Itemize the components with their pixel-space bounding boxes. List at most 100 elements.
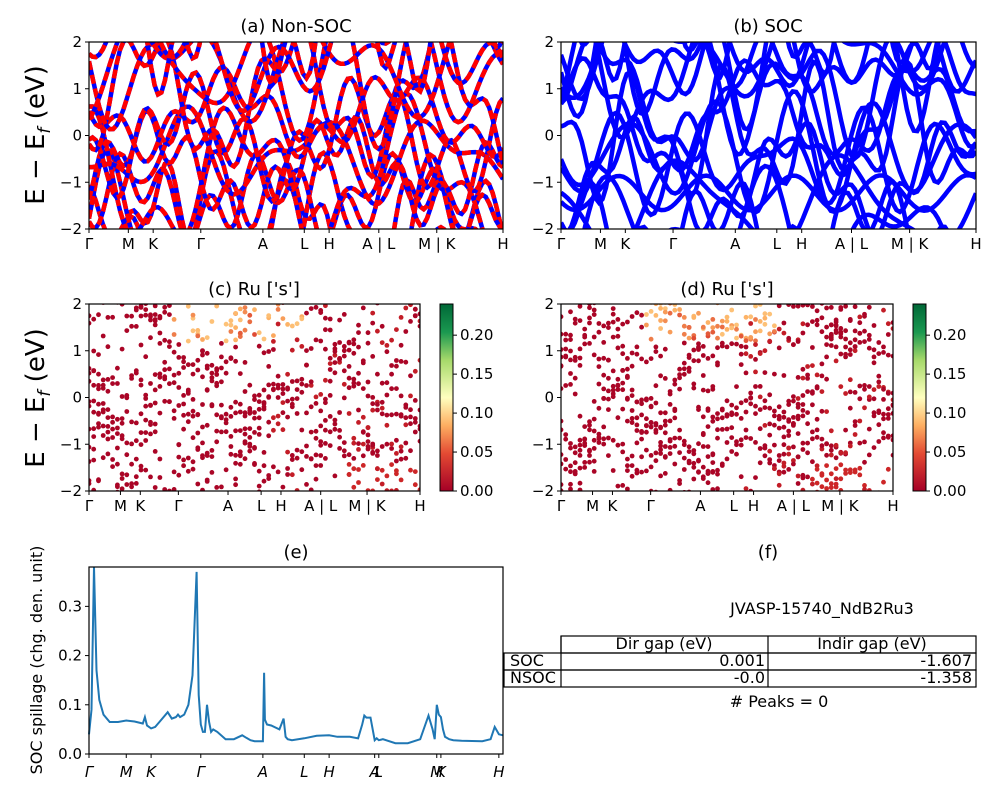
band-point <box>866 337 872 342</box>
band-point <box>219 256 224 261</box>
band-point <box>356 370 361 376</box>
band-point <box>577 442 583 448</box>
x-tick-label: H <box>323 235 334 253</box>
x-tick-label: A <box>369 763 380 781</box>
band-point <box>380 284 385 289</box>
band-point <box>677 537 682 542</box>
band-point <box>658 318 663 323</box>
band-point <box>261 450 267 455</box>
band-point <box>133 481 139 486</box>
band-point <box>592 296 597 301</box>
band-point <box>653 349 659 354</box>
x-tick-label: M <box>120 763 133 781</box>
band-point <box>275 413 281 419</box>
band-point <box>871 445 877 450</box>
band-point <box>805 492 810 497</box>
band-point <box>606 549 611 554</box>
band-point <box>715 534 720 539</box>
y-tick-label: −2 <box>532 482 554 500</box>
band-point <box>190 328 196 334</box>
band-point <box>762 443 768 449</box>
band-point <box>620 380 626 386</box>
band-point <box>308 404 314 410</box>
band-point <box>379 399 385 405</box>
band-point <box>370 280 375 285</box>
band-point <box>644 232 649 237</box>
band-point <box>686 335 692 341</box>
band-point <box>634 351 640 357</box>
band-point <box>365 425 371 430</box>
band-point <box>181 426 187 432</box>
band-point <box>171 408 177 414</box>
band-point <box>805 421 810 427</box>
band-point <box>601 549 606 554</box>
band-point <box>724 314 730 320</box>
band-point <box>862 328 867 334</box>
band-point <box>266 313 272 318</box>
band-point <box>573 287 578 292</box>
band-point <box>578 529 583 534</box>
band-point <box>819 389 825 394</box>
band-point <box>204 477 210 483</box>
band-point <box>370 449 376 455</box>
band-point <box>810 498 815 503</box>
band-point <box>639 530 644 535</box>
band-point <box>148 581 153 586</box>
band-point <box>223 370 229 376</box>
band-point <box>781 442 787 448</box>
band-point <box>379 380 385 386</box>
band-point <box>572 450 578 456</box>
band-point <box>247 312 253 318</box>
band-point <box>691 347 697 353</box>
band-point <box>337 428 342 433</box>
band-point <box>384 422 390 428</box>
band-point <box>181 255 186 260</box>
band-point <box>399 519 404 524</box>
panel-c-colorbar <box>439 303 454 492</box>
band-point <box>167 293 172 298</box>
band-point <box>351 557 356 562</box>
band-point <box>635 279 640 284</box>
band-point <box>672 491 677 496</box>
x-tick-label: L <box>773 235 782 253</box>
band-point <box>242 413 248 419</box>
band-point <box>886 266 891 271</box>
band-point <box>738 333 744 339</box>
band-point <box>653 400 659 406</box>
band-point <box>719 324 725 330</box>
band-point <box>237 461 243 467</box>
band-point <box>418 544 423 549</box>
band-point <box>200 337 205 342</box>
band-point <box>275 385 281 391</box>
band-line <box>89 104 503 207</box>
band-point <box>341 448 347 454</box>
band-point <box>881 350 886 355</box>
band-point <box>800 447 806 452</box>
band-point <box>351 435 357 441</box>
band-point <box>219 365 224 371</box>
band-point <box>361 291 366 296</box>
band-point <box>204 365 210 371</box>
band-point <box>304 348 309 353</box>
band-point <box>408 393 413 399</box>
band-point <box>148 403 153 408</box>
band-point <box>408 467 413 473</box>
band-point <box>710 469 716 474</box>
band-point <box>620 491 625 496</box>
band-point <box>828 335 834 340</box>
band-point <box>838 476 844 482</box>
band-point <box>610 468 616 473</box>
band-point <box>568 371 573 376</box>
panel-c-ylabel: E − Ef (eV) <box>21 328 55 468</box>
band-point <box>379 481 385 487</box>
band-point <box>341 368 347 374</box>
panel-e-plot: 0.00.10.20.3Γ M K Γ A L H AL MK H <box>58 566 505 781</box>
band-line <box>89 42 503 114</box>
band-point <box>852 344 858 349</box>
band-point <box>596 405 602 411</box>
band-point <box>876 515 881 520</box>
band-point <box>115 297 120 302</box>
band-point <box>195 430 201 436</box>
band-point <box>691 451 697 457</box>
band-point <box>96 352 101 357</box>
